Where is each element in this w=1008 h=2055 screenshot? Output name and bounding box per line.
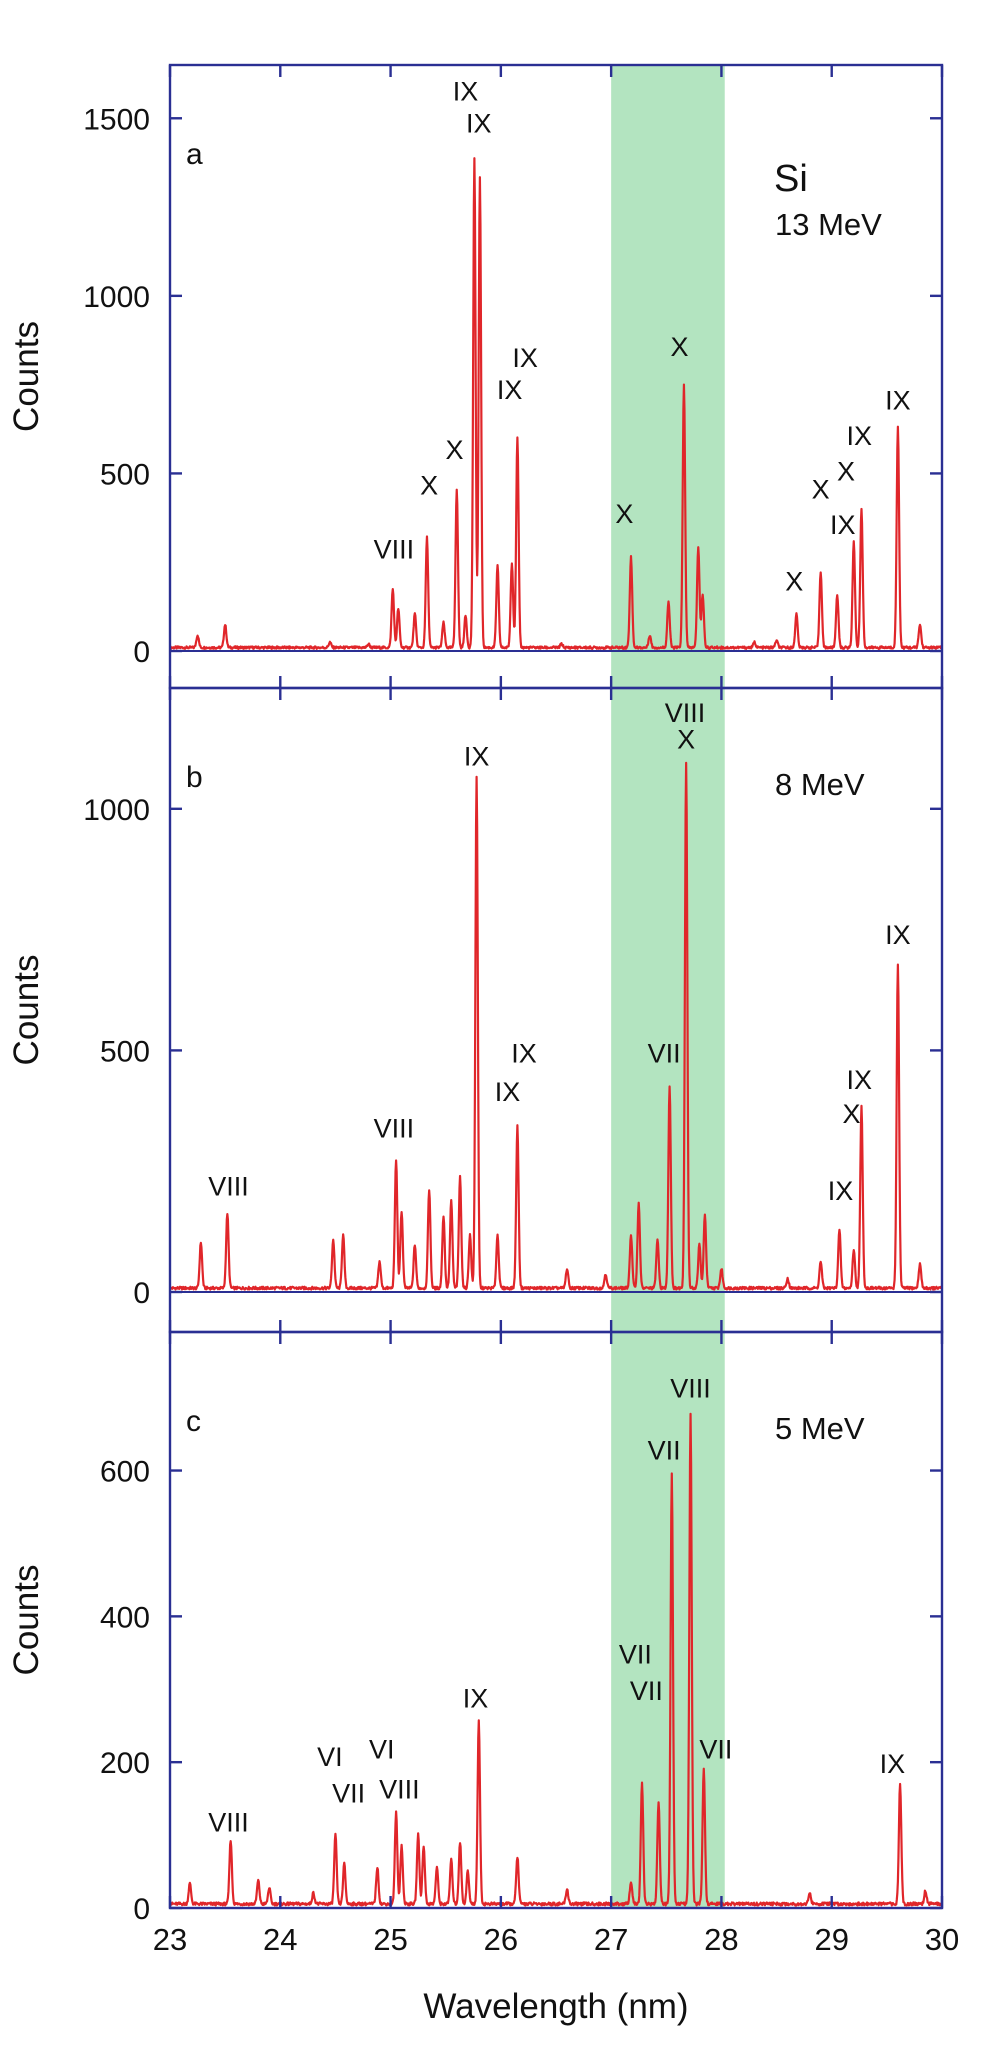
y-tick-label: 0 [133,636,150,669]
panel-letter-a: a [186,138,203,171]
y-tick-label: 400 [100,1601,150,1634]
x-tick-label: 23 [153,1922,187,1957]
ion-label: VII [332,1778,365,1808]
ion-label: X [420,471,438,501]
x-tick-label: 26 [484,1922,518,1957]
ion-label: X [615,499,633,529]
spectrum-line-c [169,1412,943,1907]
x-tick-label: 28 [704,1922,738,1957]
y-axis-label-b: Counts [7,955,46,1066]
y-tick-label: 1500 [83,103,150,136]
ion-label: IX [511,1038,537,1068]
y-tick-label: 600 [100,1456,150,1489]
y-tick-label: 1000 [83,281,150,314]
ion-label: VII [699,1735,732,1765]
ion-label: IX [453,77,479,107]
ion-label: IX [847,421,873,451]
ion-label: IX [464,741,490,771]
spectra [168,157,943,1907]
ion-label: IX [880,1749,906,1779]
ion-label: IX [830,510,856,540]
ion-label: IX [497,375,523,405]
ion-label: VIII [374,1113,415,1143]
ion-label: VII [648,1436,681,1466]
ion-label: VII [619,1640,652,1670]
spectrum-line-b [168,761,943,1291]
ion-label: IX [885,385,911,415]
x-tick-label: 30 [925,1922,959,1957]
y-tick-label: 500 [100,458,150,491]
y-axis-label-c: Counts [7,1565,46,1676]
ion-label: VIII [208,1807,249,1837]
ion-label: VI [369,1735,395,1765]
y-axis-label-a: Counts [7,321,46,432]
y-tick-label: 1000 [83,794,150,827]
ion-label: IX [847,1065,873,1095]
ion-label: VIII [670,1374,711,1404]
highlight-bands [611,65,725,1908]
panel-frame-a [168,63,944,690]
ion-label: IX [512,343,538,373]
energy-label-b: 8 MeV [775,767,865,802]
energy-label-a: 13 MeV [775,207,882,242]
x-axis-label: Wavelength (nm) [423,1987,688,2026]
ion-label: VI [317,1742,343,1772]
panel-letter-c: c [186,1405,201,1438]
ion-label: VII [630,1676,663,1706]
ion-label: X [785,567,803,597]
y-tick-label: 500 [100,1035,150,1068]
highlight-band [611,65,725,1908]
ion-label: IX [828,1176,854,1206]
x-tick-label: 25 [373,1922,407,1957]
ion-label: X [446,435,464,465]
ion-label: VIII [665,698,706,728]
ion-label: IX [463,1683,489,1713]
panel-frame-c [168,1330,944,1910]
ion-label: VII [648,1038,681,1068]
y-tick-label: 0 [133,1277,150,1310]
element-label: Si [774,158,808,200]
x-tick-label: 24 [263,1922,297,1957]
ion-label: IX [495,1077,521,1107]
energy-label-c: 5 MeV [775,1411,865,1446]
x-tick-label: 29 [814,1922,848,1957]
ion-label: IX [466,108,492,138]
ion-label: X [843,1099,861,1129]
ion-label: X [812,474,830,504]
ion-label: VIII [208,1171,249,1201]
ion-label: IX [885,920,911,950]
ion-label: VIII [379,1775,420,1805]
ion-label: X [677,724,695,754]
x-tick-label: 27 [594,1922,628,1957]
ion-label: X [837,457,855,487]
panel-frames [168,63,944,1910]
y-tick-label: 0 [133,1893,150,1926]
ion-label: X [671,332,689,362]
ion-label: VIII [374,535,415,565]
panel-letter-b: b [186,761,203,794]
y-tick-label: 200 [100,1747,150,1780]
spectrum-line-a [168,157,943,650]
